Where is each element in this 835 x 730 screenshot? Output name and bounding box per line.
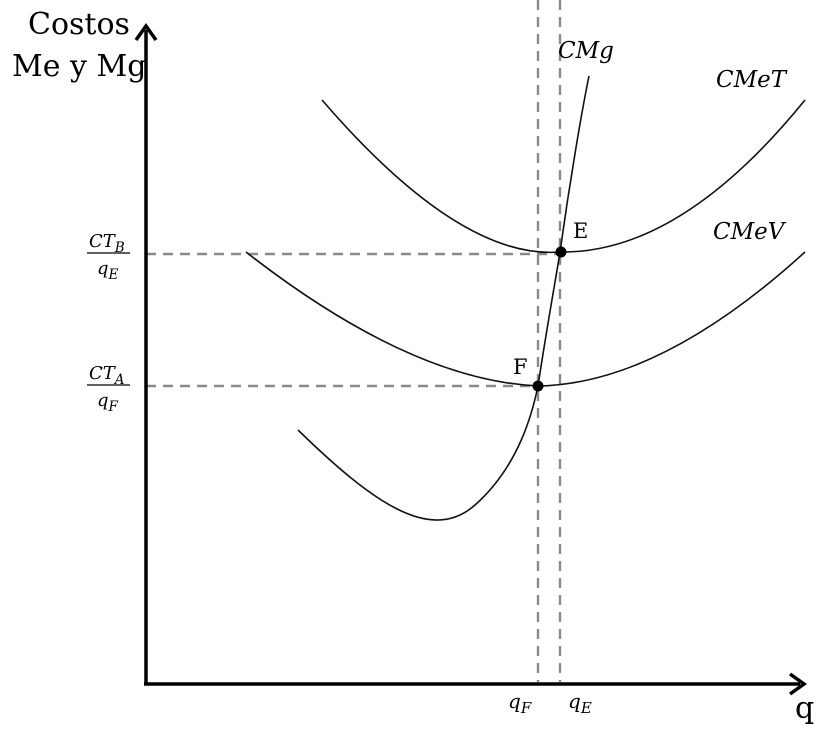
point-e-marker: [555, 246, 567, 258]
qf-tick-label: qF: [508, 689, 532, 717]
point-e-label: E: [573, 219, 588, 243]
upper-tick-denominator: qE: [97, 258, 119, 283]
lower-cost-tick-label: CTA qF: [87, 363, 130, 415]
lower-tick-denominator: qF: [97, 390, 119, 415]
point-f-label: F: [513, 355, 528, 379]
upper-cost-tick-label: CTB qE: [87, 231, 130, 283]
y-axis-title-line1: Costos: [28, 7, 130, 42]
cmet-label: CMeT: [716, 67, 788, 93]
cmev-label: CMeV: [713, 219, 787, 245]
point-f-marker: [532, 380, 544, 392]
y-axis-title-line2: Me y Mg: [12, 49, 146, 84]
y-axis-arrowhead: [134, 22, 158, 42]
qe-tick-label: qE: [568, 689, 592, 717]
x-axis-arrowhead: [788, 672, 808, 696]
upper-tick-numerator: CTB: [89, 231, 125, 256]
lower-tick-numerator: CTA: [89, 363, 125, 388]
cmg-curve: [297, 75, 590, 521]
cmg-label: CMg: [558, 38, 614, 64]
x-axis-title: q: [795, 691, 814, 726]
